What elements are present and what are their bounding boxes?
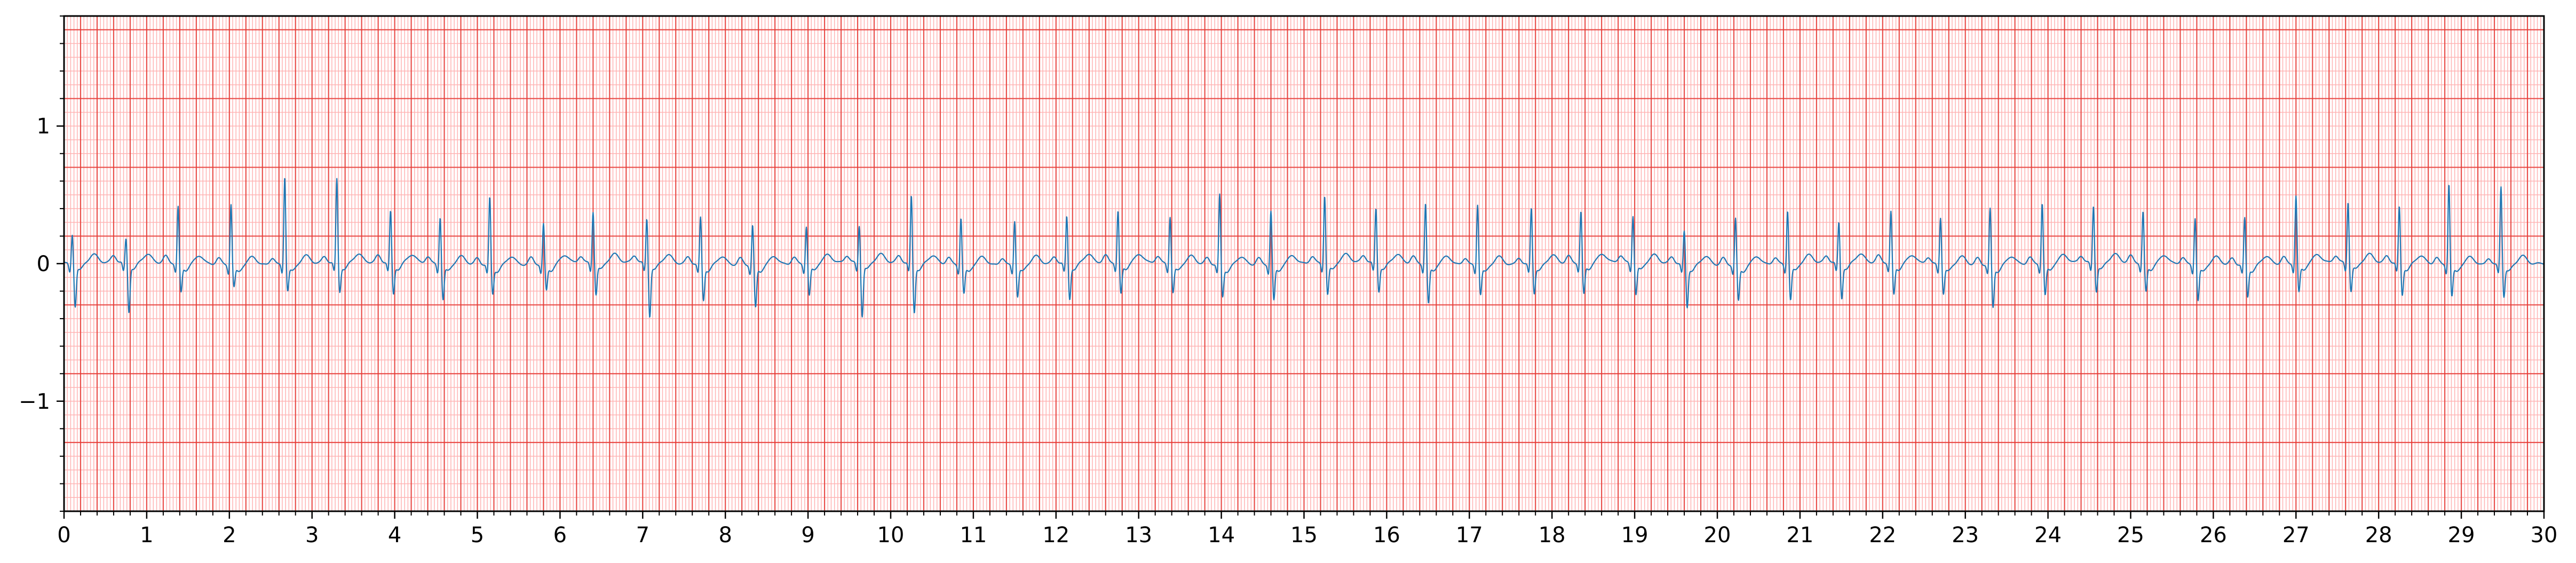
x-tick-label: 14 [1208, 523, 1235, 548]
series-layer [64, 178, 2545, 318]
major-grid [63, 16, 2545, 512]
x-tick-label: 16 [1373, 523, 1400, 548]
x-tick-label: 6 [553, 523, 567, 548]
x-tick-label: 10 [877, 523, 905, 548]
y-tick-label: 1 [37, 114, 50, 139]
x-tick-label: 11 [960, 523, 987, 548]
x-tick-label: 28 [2365, 523, 2392, 548]
x-tick-label: 22 [1869, 523, 1896, 548]
x-tick-label: 4 [388, 523, 401, 548]
x-tick-label: 12 [1042, 523, 1069, 548]
x-tick-label: 27 [2282, 523, 2310, 548]
axes-layer: 0 1 2 3 4 5 6 7 8 9 10 11 12 13 14 15 16 17 18 19 20 21 22 23 24… [19, 15, 2558, 548]
x-tick-label: 8 [718, 523, 732, 548]
x-tick-label: 17 [1456, 523, 1483, 548]
x-tick-label: 19 [1621, 523, 1648, 548]
x-tick-label: 1 [140, 523, 153, 548]
x-tick-label: 21 [1786, 523, 1813, 548]
y-tick-label: −1 [19, 390, 50, 414]
x-tick-label: 13 [1125, 523, 1152, 548]
ecg-series-line [64, 178, 2545, 318]
x-tick-label: 23 [1952, 523, 1979, 548]
x-tick-label: 5 [471, 523, 484, 548]
x-tick-label: 0 [57, 523, 70, 548]
x-tick-label: 24 [2034, 523, 2062, 548]
x-tick-label: 18 [1539, 523, 1566, 548]
x-tick-label: 30 [2531, 523, 2558, 548]
y-tick-label: 0 [37, 252, 50, 276]
x-tick-label: 2 [223, 523, 236, 548]
x-tick-label: 15 [1290, 523, 1318, 548]
x-tick-label: 25 [2117, 523, 2144, 548]
x-tick-label: 3 [305, 523, 319, 548]
x-tick-label: 7 [636, 523, 649, 548]
x-tick-label: 9 [801, 523, 814, 548]
x-tick-label: 26 [2200, 523, 2227, 548]
x-tick-label: 20 [1704, 523, 1731, 548]
x-tick-label: 29 [2448, 523, 2475, 548]
